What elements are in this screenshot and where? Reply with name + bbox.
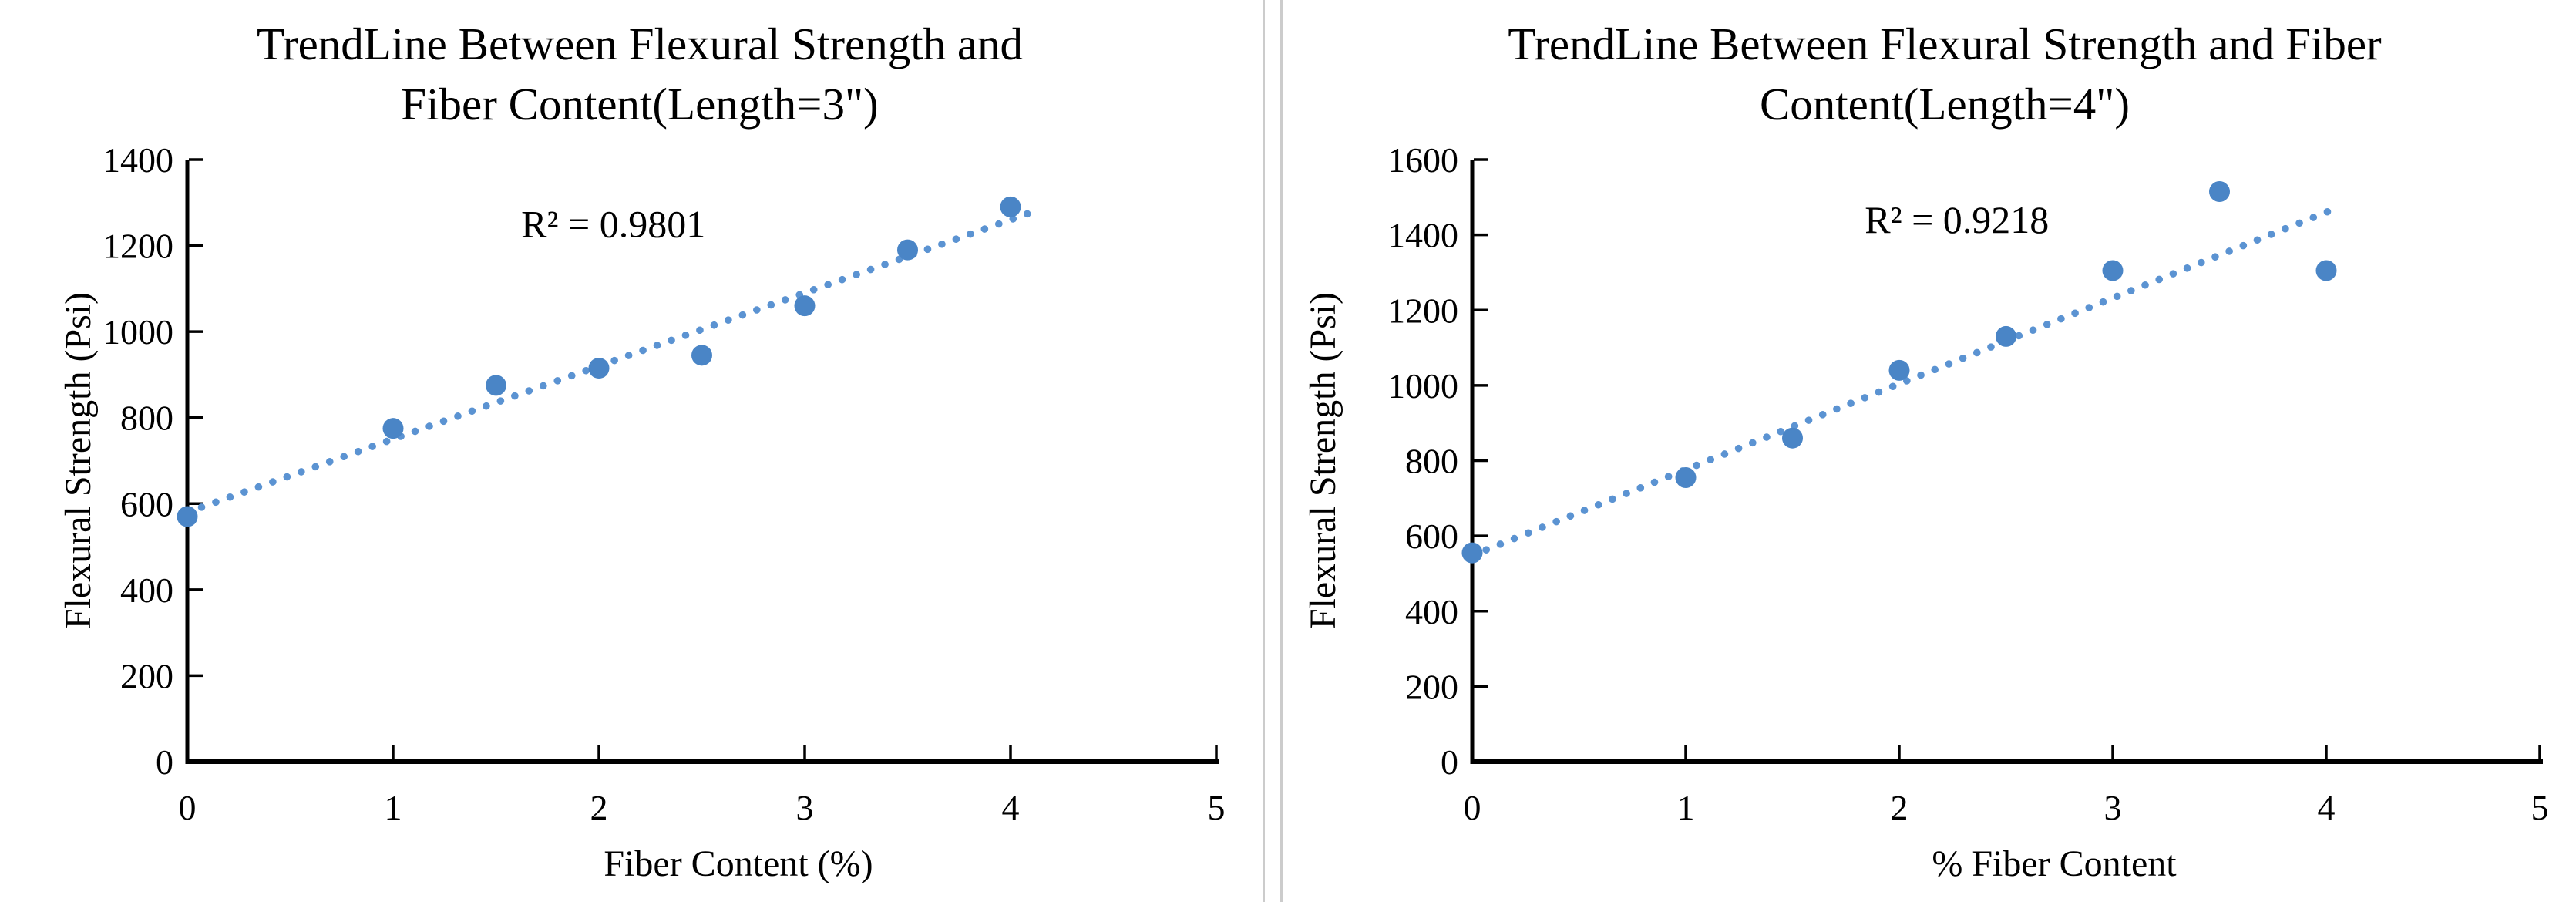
y-tick-label: 400 bbox=[1405, 592, 1458, 631]
data-point-marker bbox=[1996, 325, 2016, 347]
chart-title-line2: Content(Length=4") bbox=[1760, 79, 2130, 130]
y-tick-label: 200 bbox=[1405, 667, 1458, 706]
y-axis-title: Flexural Strength (Psi) bbox=[58, 292, 99, 629]
y-tick-label: 800 bbox=[1405, 442, 1458, 481]
data-point-marker bbox=[177, 506, 198, 527]
x-tick-label: 4 bbox=[1002, 788, 1020, 827]
y-tick-label: 1200 bbox=[103, 227, 173, 266]
x-tick-label: 0 bbox=[1464, 788, 1481, 827]
data-point-marker bbox=[691, 345, 712, 366]
x-tick-label: 1 bbox=[385, 788, 402, 827]
y-tick-label: 600 bbox=[1405, 517, 1458, 556]
x-tick-label: 0 bbox=[179, 788, 197, 827]
x-tick-label: 3 bbox=[2104, 788, 2122, 827]
data-point-marker bbox=[588, 358, 610, 379]
chart-title-line1: TrendLine Between Flexural Strength and bbox=[257, 19, 1023, 69]
y-tick-label: 1200 bbox=[1387, 291, 1458, 330]
x-axis-title: % Fiber Content bbox=[1932, 843, 2177, 884]
y-axis-title: Flexural Strength (Psi) bbox=[1303, 292, 1343, 629]
data-point-marker bbox=[794, 295, 816, 317]
y-tick-label: 1600 bbox=[1387, 140, 1458, 180]
chart-title-line2: Fiber Content(Length=3") bbox=[401, 79, 878, 130]
y-tick-label: 600 bbox=[120, 484, 173, 523]
data-point-marker bbox=[2209, 180, 2230, 202]
y-tick-label: 1400 bbox=[1387, 216, 1458, 255]
panel-divider-line bbox=[1280, 0, 1283, 902]
x-tick-label: 5 bbox=[2531, 788, 2549, 827]
x-tick-label: 2 bbox=[1891, 788, 1908, 827]
x-tick-label: 4 bbox=[2318, 788, 2336, 827]
data-point-marker bbox=[2315, 260, 2337, 281]
chart-title-line1: TrendLine Between Flexural Strength and … bbox=[1508, 19, 2382, 69]
y-tick-label: 1000 bbox=[1387, 366, 1458, 406]
trendline bbox=[1468, 204, 2341, 560]
trendline bbox=[183, 207, 1039, 517]
y-tick-label: 1400 bbox=[103, 140, 173, 180]
data-point-marker bbox=[1782, 427, 1803, 449]
y-tick-label: 0 bbox=[156, 742, 173, 782]
chart-length-4in: TrendLine Between Flexural Strength and … bbox=[1284, 0, 2576, 902]
r-squared-annotation: R² = 0.9801 bbox=[521, 203, 705, 246]
y-tick-label: 0 bbox=[1441, 742, 1458, 782]
data-point-marker bbox=[1675, 466, 1697, 488]
chart-length-3in-canvas: TrendLine Between Flexural Strength and F… bbox=[58, 19, 1226, 884]
x-tick-label: 2 bbox=[590, 788, 608, 827]
data-point-marker bbox=[2102, 260, 2124, 281]
chart-length-3in: TrendLine Between Flexural Strength and F… bbox=[0, 0, 1261, 902]
y-tick-label: 200 bbox=[120, 656, 173, 695]
data-point-marker bbox=[1000, 196, 1021, 217]
x-axis-title: Fiber Content (%) bbox=[604, 843, 873, 884]
y-tick-label: 1000 bbox=[103, 312, 173, 352]
data-point-marker bbox=[1461, 542, 1483, 564]
y-tick-label: 400 bbox=[120, 570, 173, 610]
x-tick-label: 5 bbox=[1208, 788, 1226, 827]
data-point-marker bbox=[897, 239, 918, 261]
panel-divider-line bbox=[1263, 0, 1265, 902]
r-squared-annotation: R² = 0.9218 bbox=[1865, 198, 2049, 241]
x-tick-label: 1 bbox=[1677, 788, 1695, 827]
y-tick-label: 800 bbox=[120, 399, 173, 438]
data-point-marker bbox=[1888, 359, 1910, 381]
chart-length-4in-canvas: TrendLine Between Flexural Strength and … bbox=[1303, 19, 2549, 884]
data-point-marker bbox=[486, 375, 506, 396]
x-tick-label: 3 bbox=[796, 788, 814, 827]
data-point-marker bbox=[382, 418, 404, 439]
